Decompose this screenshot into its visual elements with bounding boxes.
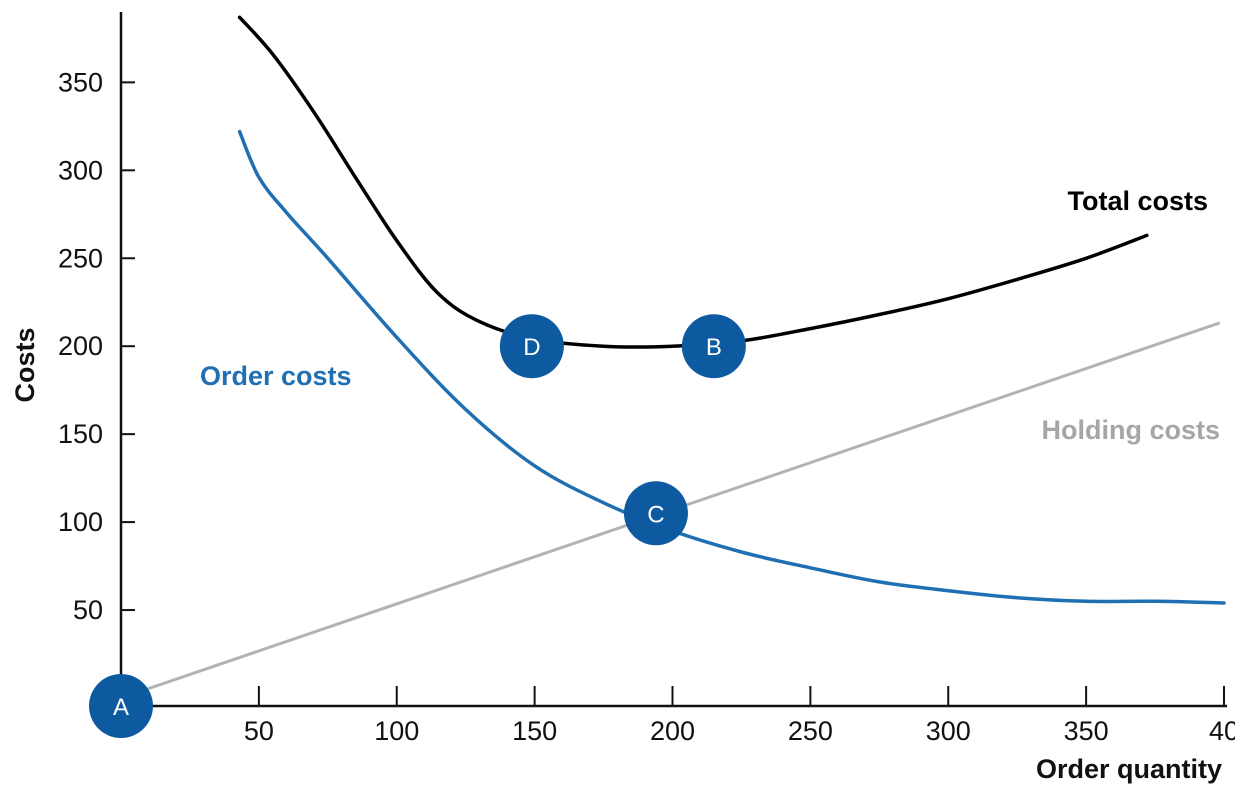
y-tick-label: 100 [58, 507, 103, 537]
ticks: 50 100 150 200 250 300 350 40 50 100 150 200 250 300 3… [58, 67, 1235, 746]
marker-c: C [623, 481, 688, 546]
y-tick-label: 150 [58, 419, 103, 449]
y-tick-label: 50 [73, 595, 103, 625]
marker-circle [89, 674, 153, 738]
marker-label: C [647, 501, 664, 528]
x-tick-label: 250 [788, 716, 833, 746]
axes [119, 12, 1227, 708]
x-tick-label: 300 [926, 716, 971, 746]
y-axis-title: Costs [10, 327, 40, 402]
marker-a: A [89, 674, 153, 738]
marker-circle [499, 314, 564, 379]
y-tick-label: 200 [58, 331, 103, 361]
y-tick-label: 350 [58, 67, 103, 97]
total-costs-line [237, 15, 1149, 349]
x-tick-label: 40 [1209, 716, 1235, 746]
marker-label: A [113, 694, 129, 721]
marker-b: B [681, 314, 746, 379]
total-costs-label: Total costs [1067, 186, 1208, 216]
marker-circle [623, 481, 688, 546]
y-tick-label: 250 [58, 243, 103, 273]
series-labels: Total costs Order costs Holding costs [200, 186, 1220, 445]
holding-costs-label: Holding costs [1041, 415, 1220, 445]
x-tick-label: 200 [650, 716, 695, 746]
series-lines [119, 15, 1226, 700]
marker-circle [681, 314, 746, 379]
marker-d: D [499, 314, 564, 379]
x-tick-label: 350 [1064, 716, 1109, 746]
y-tick-label: 300 [58, 155, 103, 185]
order-costs-label: Order costs [200, 361, 352, 391]
point-markers: A B C D [89, 314, 746, 738]
x-axis-title: Order quantity [1036, 754, 1222, 784]
marker-label: D [523, 334, 540, 361]
x-tick-label: 150 [512, 716, 557, 746]
x-tick-label: 50 [244, 716, 274, 746]
marker-label: B [706, 334, 722, 361]
x-tick-label: 100 [374, 716, 419, 746]
